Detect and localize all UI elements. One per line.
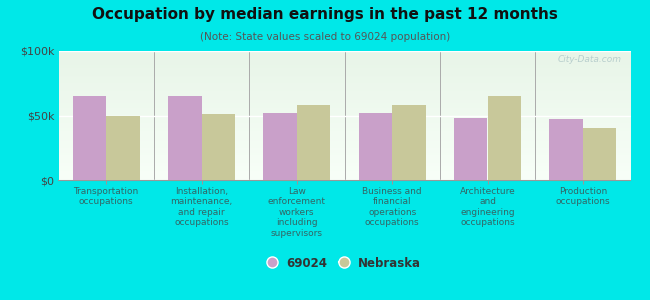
Bar: [263, 113, 297, 180]
Bar: [202, 114, 235, 180]
Bar: [392, 105, 426, 180]
Bar: [454, 118, 488, 180]
Bar: [168, 96, 202, 180]
Bar: [583, 128, 616, 180]
Bar: [359, 113, 392, 180]
Legend: 69024, Nebraska: 69024, Nebraska: [263, 252, 426, 275]
Bar: [297, 105, 330, 180]
Bar: [106, 116, 140, 180]
Text: City-Data.com: City-Data.com: [558, 55, 622, 64]
Bar: [488, 96, 521, 180]
Bar: [73, 96, 106, 180]
Text: Occupation by median earnings in the past 12 months: Occupation by median earnings in the pas…: [92, 8, 558, 22]
Bar: [549, 119, 583, 180]
Text: (Note: State values scaled to 69024 population): (Note: State values scaled to 69024 popu…: [200, 32, 450, 41]
